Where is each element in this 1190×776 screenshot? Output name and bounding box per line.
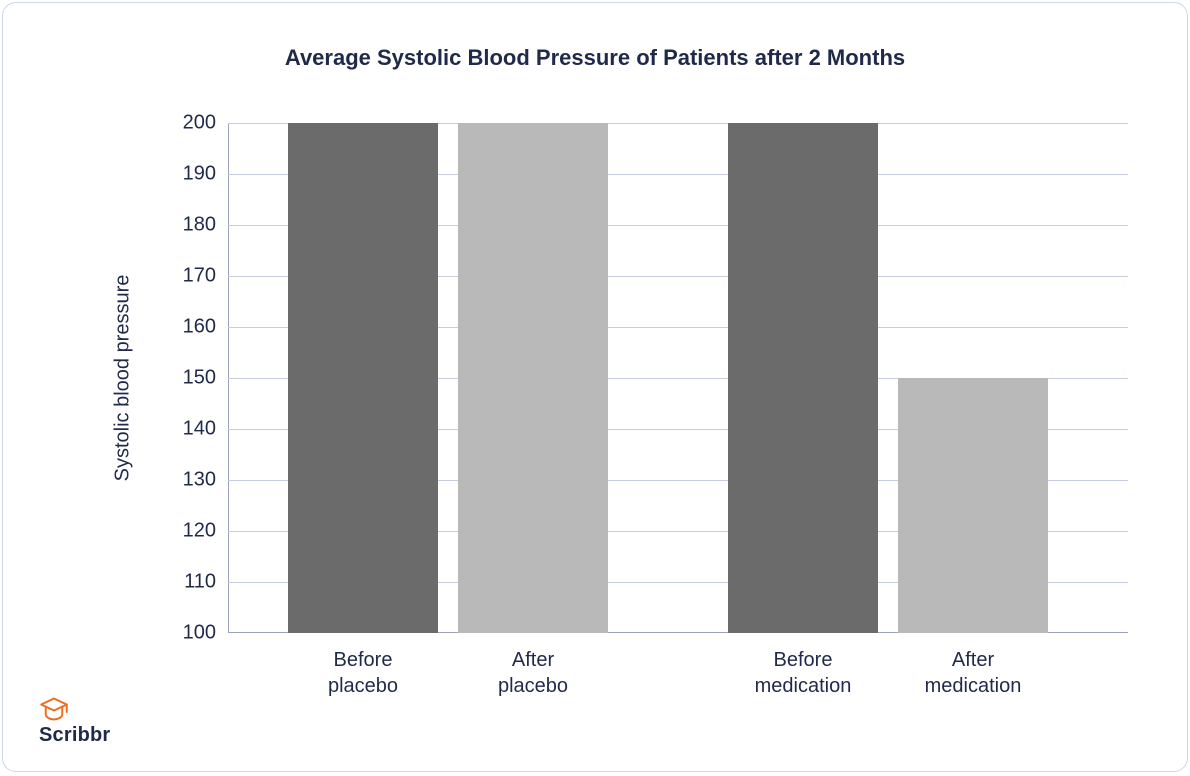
graduation-cap-icon (39, 696, 69, 722)
chart-title: Average Systolic Blood Pressure of Patie… (3, 45, 1187, 71)
brand-name: Scribbr (39, 724, 110, 747)
y-tick-label: 160 (183, 316, 216, 339)
bar (288, 123, 438, 633)
x-category-label: Beforemedication (718, 647, 888, 699)
y-tick-label: 130 (183, 469, 216, 492)
y-tick-label: 170 (183, 265, 216, 288)
x-category-label: Afterplacebo (448, 647, 618, 699)
y-axis-title: Systolic blood pressure (112, 275, 135, 482)
y-tick-label: 110 (184, 571, 216, 594)
y-tick-label: 190 (183, 163, 216, 186)
bar (898, 378, 1048, 633)
plot-area: 100110120130140150160170180190200Beforep… (228, 123, 1128, 633)
y-tick-label: 180 (183, 214, 216, 237)
x-category-label: Beforeplacebo (278, 647, 448, 699)
y-tick-label: 120 (183, 520, 216, 543)
y-tick-label: 100 (183, 622, 216, 645)
chart-card: Average Systolic Blood Pressure of Patie… (2, 2, 1188, 772)
y-tick-label: 200 (183, 112, 216, 135)
y-tick-label: 140 (183, 418, 216, 441)
bar (458, 123, 608, 633)
y-tick-label: 150 (183, 367, 216, 390)
brand-logo: Scribbr (39, 696, 110, 747)
x-category-label: Aftermedication (888, 647, 1058, 699)
bar (728, 123, 878, 633)
